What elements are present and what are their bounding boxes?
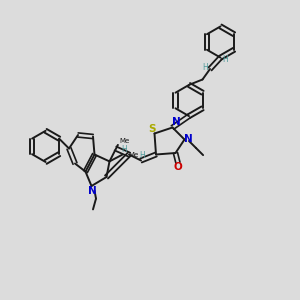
Text: N: N — [88, 186, 97, 196]
Text: H: H — [202, 63, 208, 72]
Text: H: H — [223, 55, 229, 64]
Text: O: O — [173, 162, 182, 172]
Text: Me: Me — [128, 152, 138, 158]
Text: H: H — [122, 145, 128, 154]
Text: N: N — [184, 134, 193, 145]
Text: H: H — [139, 151, 145, 160]
Text: Me: Me — [120, 138, 130, 144]
Text: N: N — [172, 117, 181, 127]
Text: S: S — [148, 124, 156, 134]
